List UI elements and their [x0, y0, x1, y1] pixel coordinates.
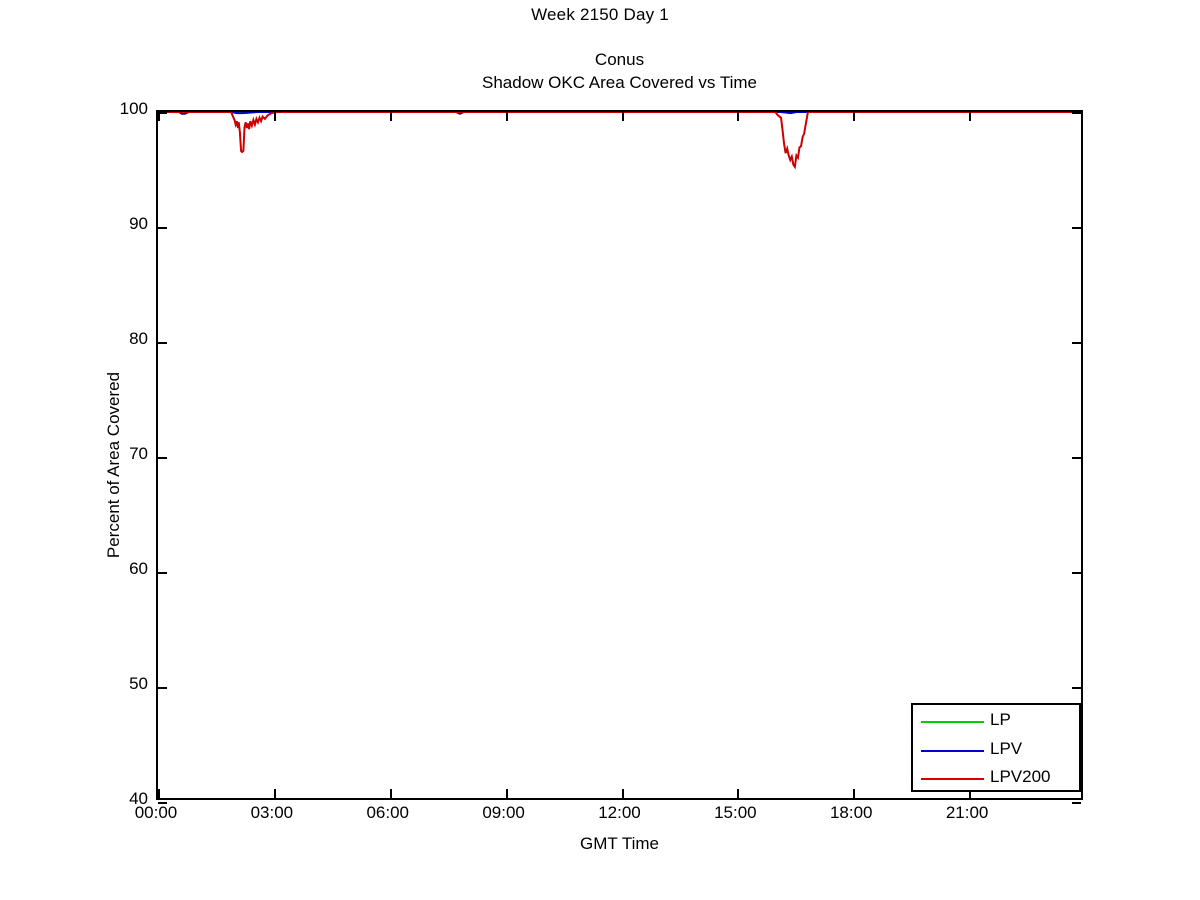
y-tick-label: 50 — [129, 674, 148, 693]
y-tick-label: 40 — [129, 789, 148, 808]
x-tick-bottom — [505, 789, 508, 798]
y-tick-right — [1072, 687, 1081, 689]
y-tick-left — [158, 457, 167, 459]
x-tick-top — [273, 112, 276, 121]
x-tick-label: 09:00 — [482, 803, 525, 822]
x-tick-top — [389, 112, 392, 121]
x-tick-label: 18:00 — [829, 803, 873, 822]
x-tick-bottom — [273, 789, 276, 798]
x-tick-bottom — [621, 789, 624, 798]
x-tick-top — [969, 112, 972, 121]
x-tick-top — [737, 112, 740, 121]
legend-label-lpv: LPV — [990, 739, 1023, 758]
x-tick-label: 21:00 — [945, 803, 989, 822]
y-tick-right — [1072, 457, 1081, 459]
legend-swatch-lp — [921, 721, 984, 723]
legend[interactable]: LP LPV LPV200 — [911, 703, 1081, 792]
legend-swatch-lpv200 — [921, 778, 984, 780]
x-tick-bottom — [737, 789, 740, 798]
legend-label-lp: LP — [990, 710, 1011, 729]
x-tick-top — [853, 112, 856, 121]
y-tick-right — [1072, 112, 1081, 114]
y-tick-left — [158, 802, 167, 804]
x-tick-bottom — [853, 789, 856, 798]
plot-area — [156, 110, 1083, 804]
legend-item-lpv200[interactable]: LPV200 — [913, 764, 1079, 793]
x-tick-top — [621, 112, 624, 121]
y-tick-label: 60 — [129, 559, 148, 578]
legend-swatch-lpv — [921, 750, 984, 752]
legend-item-lp[interactable]: LP — [913, 707, 1079, 736]
y-tick-right — [1072, 572, 1081, 574]
x-tick-label: 15:00 — [714, 803, 757, 822]
plot-title-line1: Conus — [594, 50, 645, 69]
series-line-lpv — [158, 112, 1081, 114]
y-tick-right — [1072, 802, 1081, 804]
legend-label-lpv200: LPV200 — [990, 767, 1051, 786]
y-tick-left — [158, 342, 167, 344]
x-tick-top — [505, 112, 508, 121]
legend-item-lpv[interactable]: LPV — [913, 736, 1079, 765]
x-tick-label: 00:00 — [134, 803, 178, 822]
y-tick-right — [1072, 342, 1081, 344]
y-tick-left — [158, 572, 167, 574]
plot-title-line2: Shadow OKC Area Covered vs Time — [482, 73, 757, 92]
x-tick-bottom — [969, 789, 972, 798]
y-tick-left — [158, 687, 167, 689]
y-tick-right — [1072, 227, 1081, 229]
x-tick-label: 03:00 — [250, 803, 294, 822]
y-tick-label: 80 — [129, 329, 148, 348]
x-tick-bottom — [389, 789, 392, 798]
plot-title: Conus Shadow OKC Area Covered vs Time — [156, 48, 1083, 94]
x-tick-top — [158, 112, 160, 121]
y-tick-left — [158, 227, 167, 229]
y-tick-label: 100 — [119, 99, 148, 118]
y-tick-label: 70 — [129, 444, 148, 463]
y-tick-left — [158, 112, 167, 114]
y-axis-label: Percent of Area Covered — [104, 371, 123, 559]
x-tick-label: 12:00 — [598, 803, 641, 822]
x-tick-bottom — [158, 789, 160, 798]
plot-inner — [158, 112, 1081, 798]
data-series-layer — [158, 112, 1081, 798]
x-tick-label: 06:00 — [366, 803, 410, 822]
x-axis-label: GMT Time — [579, 834, 660, 853]
y-tick-label: 90 — [129, 214, 148, 233]
figure-suptitle: Week 2150 Day 1 — [531, 5, 669, 24]
series-line-lpv200 — [158, 112, 1081, 167]
